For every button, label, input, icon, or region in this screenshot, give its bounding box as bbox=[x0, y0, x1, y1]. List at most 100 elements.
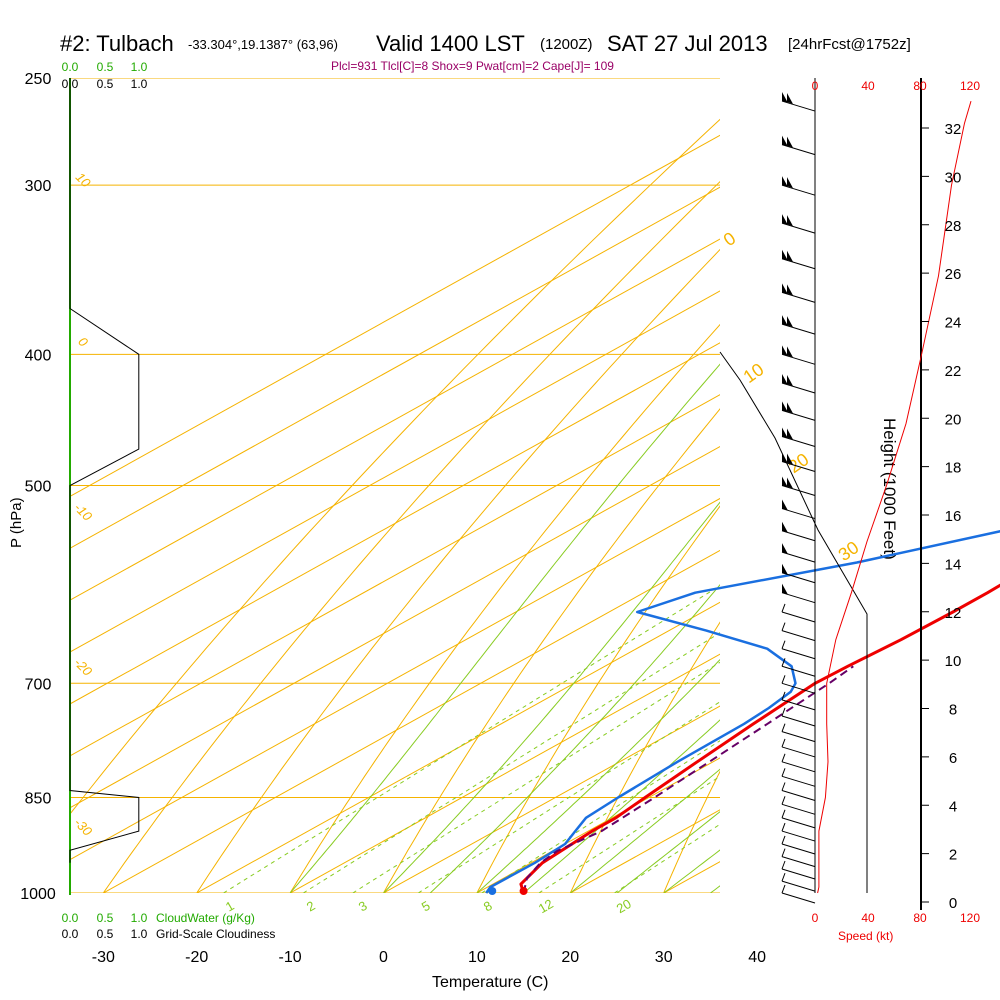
wind-barb bbox=[781, 373, 816, 394]
moist-adiabat bbox=[710, 885, 720, 893]
isotherm-line bbox=[69, 446, 720, 809]
mixing-ratio-line bbox=[352, 661, 720, 893]
chart-series bbox=[485, 530, 1000, 895]
wind-barb bbox=[781, 768, 816, 787]
height-tick-label: 6 bbox=[949, 750, 957, 767]
wind-barb bbox=[781, 848, 816, 868]
moist-adiabat bbox=[429, 584, 720, 893]
cloudiness-tick-label-bottom: 1.0 bbox=[131, 927, 148, 941]
wind-barb bbox=[781, 822, 816, 842]
isotherm-line bbox=[69, 238, 720, 602]
speed-tick-label-bottom: 80 bbox=[913, 911, 927, 925]
isotherm-line bbox=[69, 134, 720, 498]
isotherm-line bbox=[757, 78, 1000, 893]
isotherm-line bbox=[69, 497, 720, 861]
chart-indices: Plcl=931 Tlcl[C]=8 Shox=9 Pwat[cm]=2 Cap… bbox=[331, 59, 614, 73]
y-tick-label: 500 bbox=[25, 479, 52, 496]
height-tick-label: 24 bbox=[945, 315, 962, 332]
wind-barb bbox=[781, 452, 816, 472]
mixing-ratio-label: 20 bbox=[614, 896, 634, 916]
x-tick-label: 40 bbox=[748, 949, 766, 966]
height-tick-label: 20 bbox=[945, 411, 962, 428]
temperature-profile-line bbox=[519, 583, 1000, 894]
mixing-ratio-label: 8 bbox=[481, 898, 495, 915]
dry-adiabat bbox=[196, 248, 720, 893]
height-axis-label: Height (1000 Feet) bbox=[880, 418, 899, 560]
mixing-ratio-line bbox=[538, 775, 720, 893]
x-tick-label: -30 bbox=[92, 949, 115, 966]
wind-barb bbox=[781, 543, 816, 563]
wind-barb bbox=[781, 249, 816, 270]
moist-adiabat bbox=[383, 501, 720, 893]
moist-adiabat bbox=[476, 658, 720, 893]
x-tick-label: 10 bbox=[468, 949, 486, 966]
wind-barb bbox=[781, 135, 816, 156]
height-tick-label: 28 bbox=[945, 218, 962, 235]
speed-tick-label-bottom: 120 bbox=[960, 911, 980, 925]
mixing-ratio-line bbox=[303, 632, 720, 893]
dry-adiabat bbox=[383, 408, 720, 893]
height-tick-label: 12 bbox=[945, 605, 962, 622]
x-tick-label: -20 bbox=[185, 949, 208, 966]
speed-tick-label-top: 0 bbox=[812, 79, 819, 93]
wind-barb bbox=[781, 563, 816, 584]
y-tick-label: 850 bbox=[25, 790, 52, 807]
dry-adiabat bbox=[944, 78, 1000, 893]
mixing-ratio-label: 3 bbox=[356, 898, 370, 915]
dry-adiabat-label: -10 bbox=[71, 500, 95, 524]
parcel-profile-line bbox=[522, 665, 854, 894]
chart-title-station: #2: Tulbach bbox=[60, 31, 174, 56]
dewpoint-profile-line bbox=[485, 530, 1000, 894]
dry-adiabat bbox=[476, 505, 720, 893]
moist-adiabat bbox=[616, 811, 720, 893]
height-tick-label: 14 bbox=[945, 556, 962, 573]
dry-adiabat bbox=[569, 621, 720, 893]
isotherm-line bbox=[383, 705, 720, 893]
chart-title-forecast: [24hrFcst@1752z] bbox=[788, 36, 911, 53]
wind-barb bbox=[781, 738, 816, 758]
wind-barb bbox=[781, 796, 816, 815]
mixing-ratio-line bbox=[614, 823, 720, 893]
dry-adiabat bbox=[289, 323, 720, 893]
wind-barb bbox=[781, 622, 816, 642]
speed-tick-label-bottom: 40 bbox=[861, 911, 875, 925]
wind-barb bbox=[781, 521, 816, 542]
moist-adiabat bbox=[523, 719, 720, 893]
height-tick-label: 26 bbox=[945, 266, 962, 283]
cloudwater-tick-label-bottom: 0.5 bbox=[97, 911, 114, 925]
wind-barb bbox=[781, 809, 816, 829]
height-tick-label: 16 bbox=[945, 508, 962, 525]
chart-title-coords: -33.304°,19.1387° (63,96) bbox=[188, 37, 338, 52]
isotherm-line bbox=[851, 78, 1000, 893]
mixing-ratio-label: 12 bbox=[536, 896, 556, 916]
wind-barb bbox=[781, 675, 816, 694]
y-tick-label: 700 bbox=[25, 676, 52, 693]
cloud-fraction-panel bbox=[69, 78, 140, 895]
height-tick-label: 32 bbox=[945, 121, 962, 138]
wind-speed-line bbox=[817, 100, 972, 894]
wind-barb bbox=[781, 92, 816, 112]
cloudiness-tick-label-top: 1.0 bbox=[131, 77, 148, 91]
wind-barb bbox=[781, 753, 816, 773]
speed-axis-label: Speed (kt) bbox=[838, 929, 893, 943]
cloudwater-tick-label-bottom: 1.0 bbox=[131, 911, 148, 925]
y-tick-label: 300 bbox=[25, 178, 52, 195]
mixing-ratio-label: 5 bbox=[419, 898, 433, 915]
wind-barb bbox=[781, 214, 816, 234]
wind-barb bbox=[781, 691, 816, 711]
panel-boundary-line bbox=[719, 351, 868, 893]
plot-area-lines bbox=[69, 78, 1000, 893]
x-tick-label: 20 bbox=[561, 949, 579, 966]
height-tick-label: 30 bbox=[945, 169, 962, 186]
surface-temperature-dot bbox=[519, 887, 528, 895]
mixing-ratio-line bbox=[481, 740, 720, 893]
surface-dewpoint-dot bbox=[488, 887, 497, 895]
isotherm-line bbox=[196, 601, 720, 893]
height-tick-label: 10 bbox=[945, 653, 962, 670]
dry-adiabat-label: 10 bbox=[73, 169, 94, 190]
speed-tick-label-bottom: 0 bbox=[812, 911, 819, 925]
height-tick-label: 4 bbox=[949, 798, 957, 815]
wind-barb-panel bbox=[719, 78, 972, 910]
speed-tick-label-top: 120 bbox=[960, 79, 980, 93]
